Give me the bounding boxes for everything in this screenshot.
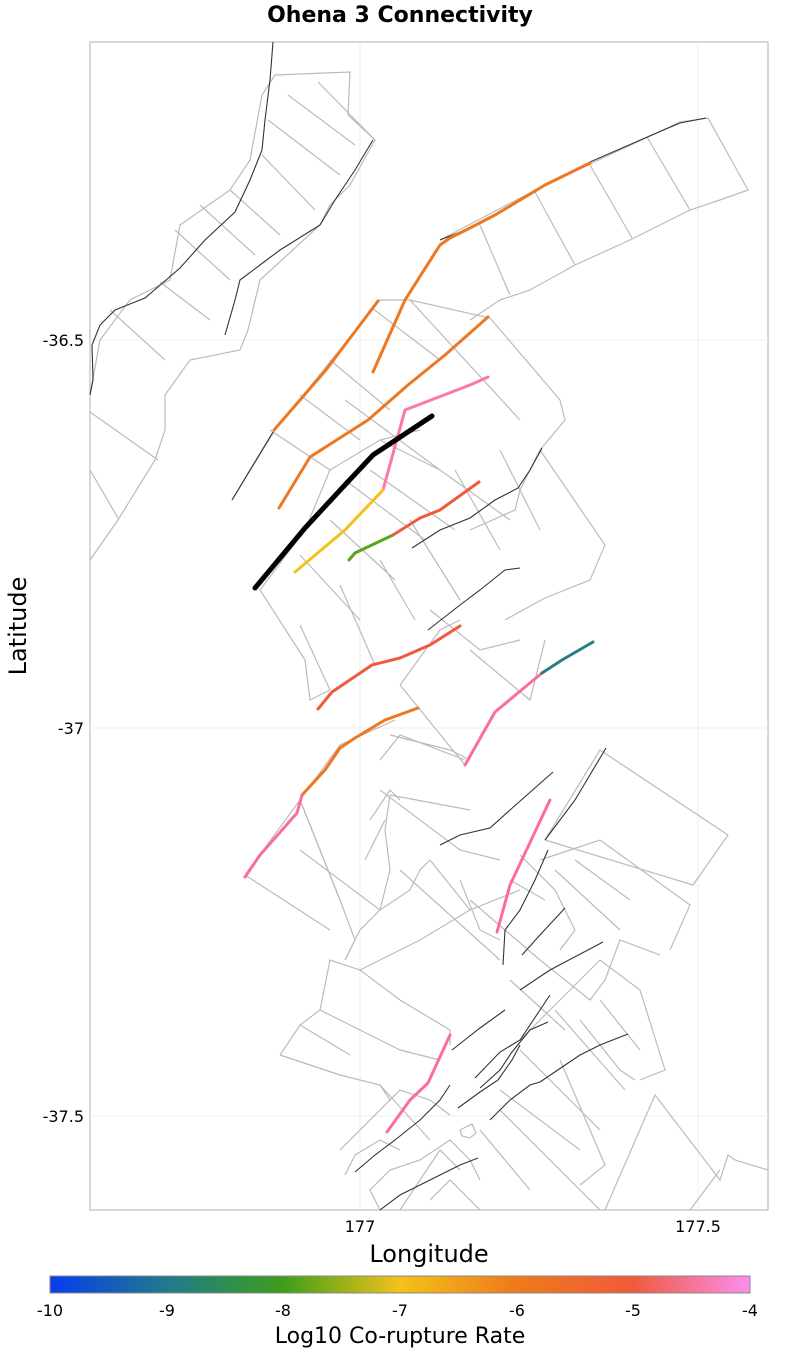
section-pink-mid	[463, 671, 544, 767]
section-red-upper	[391, 480, 481, 537]
section-orange-mid	[277, 315, 490, 510]
y-axis-label: Latitude	[4, 577, 32, 676]
fault-traces	[89, 41, 707, 1211]
x-tick-label: 177.5	[675, 1217, 721, 1236]
section-pink-sw	[243, 793, 304, 879]
colorbar-tick: -6	[509, 1301, 525, 1320]
colorbar-tick: -9	[159, 1301, 175, 1320]
section-orange-ne	[371, 161, 592, 374]
section-orange-south	[300, 706, 420, 797]
colorbar-tick: -5	[625, 1301, 641, 1320]
x-tick-label: 177	[345, 1217, 376, 1236]
colorbar: -10 -9 -8 -7 -6 -5 -4 Log10 Co-rupture R…	[37, 1275, 758, 1349]
colorbar-tick: -7	[392, 1301, 408, 1320]
section-red-lower	[316, 624, 462, 711]
x-axis-label: Longitude	[369, 1240, 488, 1268]
section-pink-far-south	[385, 1033, 452, 1134]
colorbar-gradient	[49, 1275, 751, 1294]
colorbar-tick: -10	[37, 1301, 63, 1320]
section-parent-ohena-3	[252, 413, 435, 591]
y-tick-label: -37	[58, 719, 84, 738]
section-pink-se	[495, 798, 552, 934]
gridlines	[90, 42, 768, 1210]
section-yellow	[293, 488, 385, 574]
section-green	[347, 533, 395, 562]
section-orange-nw	[272, 299, 380, 432]
section-teal	[540, 640, 595, 675]
section-pink-upper	[381, 375, 490, 492]
y-axis: -36.5 -37 -37.5 Latitude	[4, 331, 84, 1126]
colorbar-label: Log10 Co-rupture Rate	[275, 1324, 526, 1349]
colorbar-tick: -4	[742, 1301, 758, 1320]
x-axis: 177 177.5 Longitude	[345, 1217, 721, 1268]
map-title: Ohena 3 Connectivity	[267, 3, 533, 28]
y-tick-label: -37.5	[43, 1107, 84, 1126]
rupture-sections	[243, 161, 595, 1134]
y-tick-label: -36.5	[43, 331, 84, 350]
colorbar-tick: -8	[275, 1301, 291, 1320]
plot-area	[89, 41, 769, 1211]
